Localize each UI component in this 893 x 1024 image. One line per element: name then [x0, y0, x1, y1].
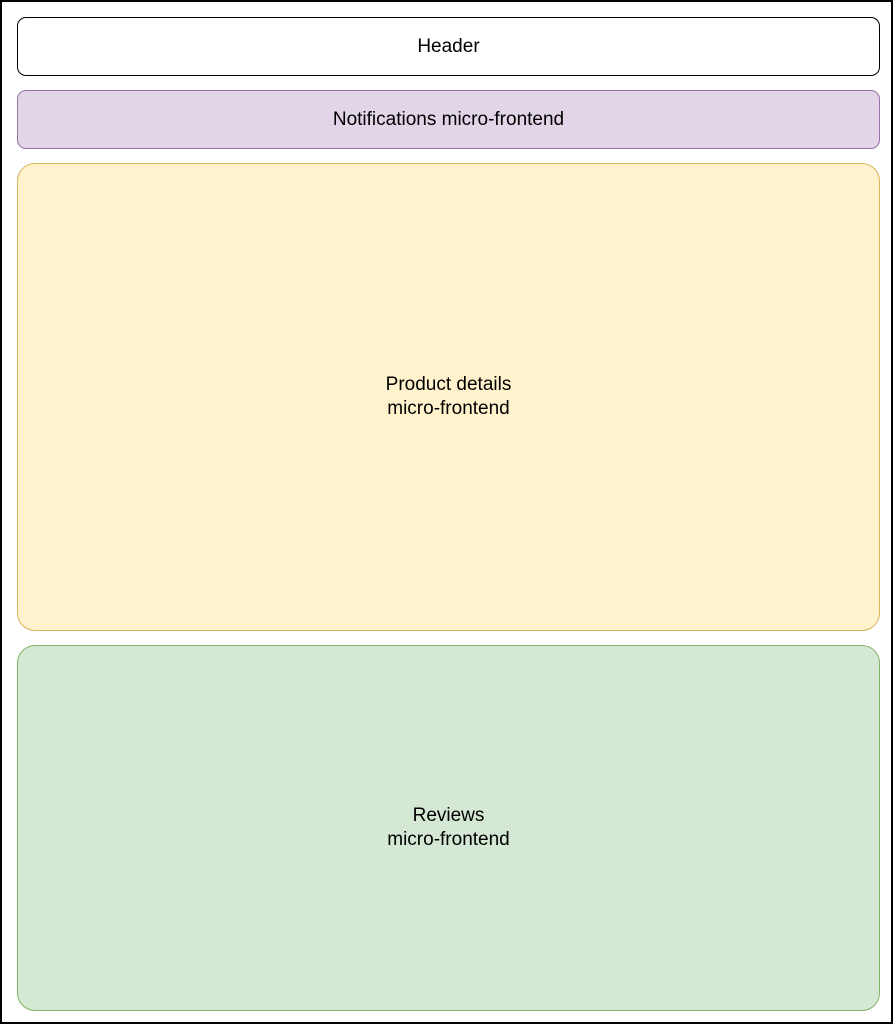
header-label: Header: [417, 35, 480, 57]
product-details-region: Product details micro-frontend: [17, 163, 880, 631]
product-details-label: Product details micro-frontend: [386, 373, 512, 421]
product-details-label-line-2: micro-frontend: [387, 398, 510, 419]
reviews-label-line-1: Reviews: [412, 805, 485, 826]
product-details-label-line-1: Product details: [385, 374, 512, 395]
notifications-label: Notifications micro-frontend: [332, 108, 565, 130]
reviews-region: Reviews micro-frontend: [17, 645, 880, 1011]
reviews-label: Reviews micro-frontend: [387, 804, 510, 852]
notifications-region: Notifications micro-frontend: [17, 90, 880, 149]
reviews-label-line-2: micro-frontend: [387, 829, 510, 850]
header-region: Header: [17, 17, 880, 76]
